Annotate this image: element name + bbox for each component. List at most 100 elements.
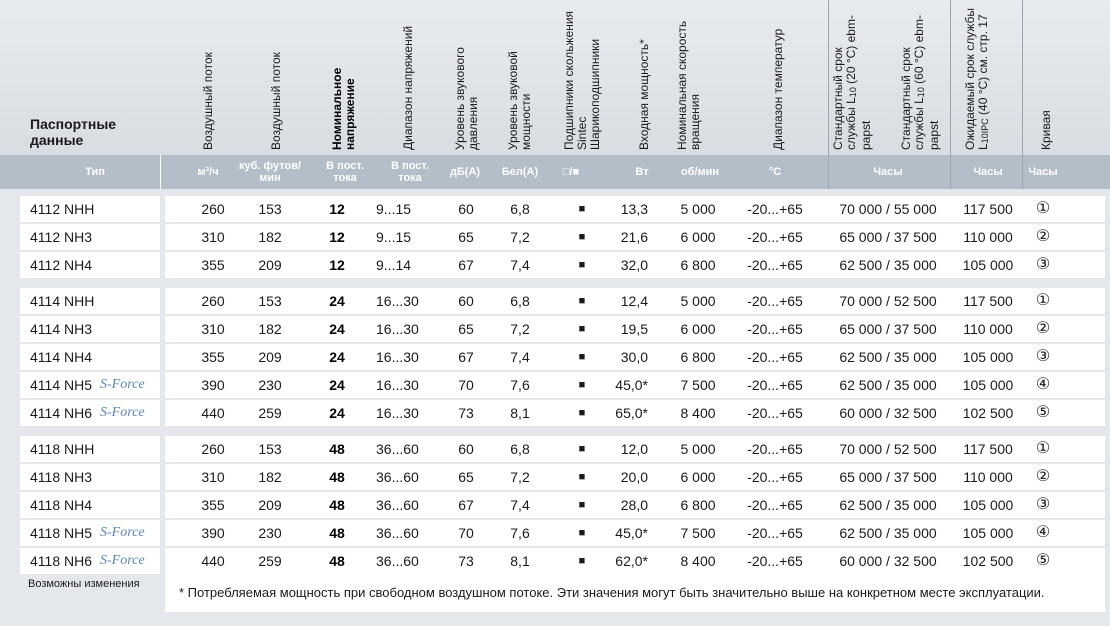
cell: 60 [458, 293, 474, 309]
sforce-badge: S-Force [100, 377, 145, 392]
cell: 73 [458, 553, 474, 569]
cell: 7,2 [510, 229, 530, 245]
row-background [165, 464, 1105, 490]
cell: ■ [578, 259, 586, 271]
cell: 117 500 [963, 293, 1013, 309]
row-background [165, 196, 1105, 222]
cell: 6 800 [680, 257, 716, 273]
sforce-badge: S-Force [100, 553, 145, 568]
cell: ② [1035, 468, 1051, 485]
cell: ■ [578, 203, 586, 215]
type-cell: 4118 NH4 [30, 497, 93, 513]
row-background [165, 252, 1105, 278]
cell: -20...+65 [747, 525, 803, 541]
cell: 36...60 [376, 525, 419, 541]
cell: 5 000 [680, 441, 716, 457]
type-cell: 4118 NH5 [30, 525, 93, 541]
cell: ■ [578, 379, 586, 391]
cell: 45,0* [615, 377, 648, 393]
cell: 24 [329, 293, 345, 309]
row-background [165, 224, 1105, 250]
row-background [20, 400, 160, 426]
unit-label: дБ(A) [449, 166, 481, 178]
header-part: 10 [848, 87, 858, 98]
cell: 65 [458, 229, 474, 245]
unit-label: Часы [973, 166, 1003, 178]
header-part: 10 [916, 87, 926, 98]
cell: 30,0 [620, 349, 648, 365]
cell: 7,4 [510, 497, 530, 513]
column-header: Диапазон температур [772, 28, 785, 150]
cell: 24 [329, 321, 345, 337]
cell: -20...+65 [747, 497, 803, 513]
cell: -20...+65 [747, 469, 803, 485]
type-cell: 4114 NH5 [30, 377, 93, 393]
cell: 105 000 [962, 525, 1014, 541]
cell: 7,6 [510, 525, 530, 541]
cell: 7 500 [680, 525, 716, 541]
cell: 67 [458, 349, 474, 365]
cell: 65 000 / 37 500 [839, 321, 937, 337]
cell: 390 [201, 377, 225, 393]
cell: ■ [578, 471, 586, 483]
cell: 20,0 [620, 469, 648, 485]
cell: 8,1 [510, 405, 530, 421]
cell: 62 500 / 35 000 [839, 497, 937, 513]
cell: 105 000 [962, 257, 1014, 273]
cell: 24 [329, 405, 345, 421]
row-background [20, 464, 160, 490]
cell: 16...30 [376, 293, 419, 309]
cell: 8,1 [510, 553, 530, 569]
cell: 209 [258, 257, 282, 273]
type-cell: 4118 NHH [30, 441, 95, 457]
cell: ■ [578, 407, 586, 419]
cell: ③ [1035, 348, 1051, 365]
cell: ① [1035, 292, 1051, 309]
cell: 36...60 [376, 441, 419, 457]
column-header: Номинальное напряжение [331, 67, 357, 150]
cell: 36...60 [376, 497, 419, 513]
cell: 67 [458, 257, 474, 273]
row-background [20, 316, 160, 342]
cell: ■ [578, 555, 586, 567]
unit-label: Часы [873, 166, 903, 178]
cell: 8 400 [680, 553, 716, 569]
unit-label: Тип [85, 166, 105, 178]
row-background [20, 344, 160, 370]
cell: ③ [1035, 256, 1051, 273]
row-background [20, 492, 160, 518]
cell: 48 [329, 469, 345, 485]
column-header: Диапазон напряжений [402, 25, 415, 150]
cell: ■ [578, 295, 586, 307]
cell: -20...+65 [747, 321, 803, 337]
unit-label: куб. футов/мин [238, 160, 302, 184]
cell: 310 [201, 321, 225, 337]
left-note: Возможны изменения [28, 578, 140, 590]
type-cell: 4118 NH6 [30, 553, 93, 569]
cell: 7,4 [510, 349, 530, 365]
sforce-badge: S-Force [100, 525, 145, 540]
cell: 12,0 [620, 441, 648, 457]
cell: 102 500 [962, 405, 1014, 421]
type-cell: 4114 NHH [30, 293, 95, 309]
cell: 28,0 [620, 497, 648, 513]
header-part: (40 °C) см. стр. 17 [976, 14, 990, 119]
cell: 9...14 [376, 257, 412, 273]
cell: 6,8 [510, 293, 530, 309]
cell: 65 000 / 37 500 [839, 469, 937, 485]
cell: 24 [329, 349, 345, 365]
column-header: Уровень звукового давления [454, 47, 480, 150]
cell: 65 [458, 321, 474, 337]
cell: 117 500 [963, 201, 1013, 217]
unit-label: □/■ [562, 166, 580, 178]
cell: 65 000 / 37 500 [839, 229, 937, 245]
section-title: Паспортные данные [30, 116, 117, 148]
cell: -20...+65 [747, 553, 803, 569]
cell: 260 [201, 293, 225, 309]
type-cell: 4118 NH3 [30, 469, 93, 485]
cell: 16...30 [376, 349, 419, 365]
cell: 7,6 [510, 377, 530, 393]
cell: 230 [258, 377, 282, 393]
cell: 65 [458, 469, 474, 485]
unit-label: м³/ч [197, 166, 219, 178]
